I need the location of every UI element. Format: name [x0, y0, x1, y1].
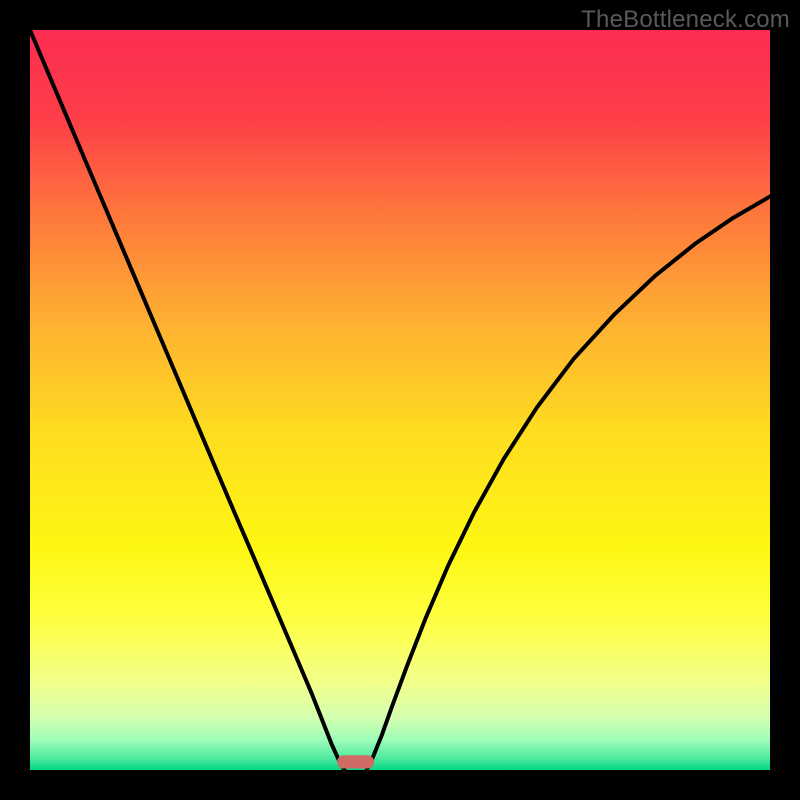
chart-background	[30, 30, 770, 770]
figure-root: TheBottleneck.com	[0, 0, 800, 800]
bottleneck-marker	[337, 755, 374, 768]
watermark-text: TheBottleneck.com	[581, 6, 790, 34]
plot-svg	[30, 30, 770, 770]
plot-area	[30, 30, 770, 770]
